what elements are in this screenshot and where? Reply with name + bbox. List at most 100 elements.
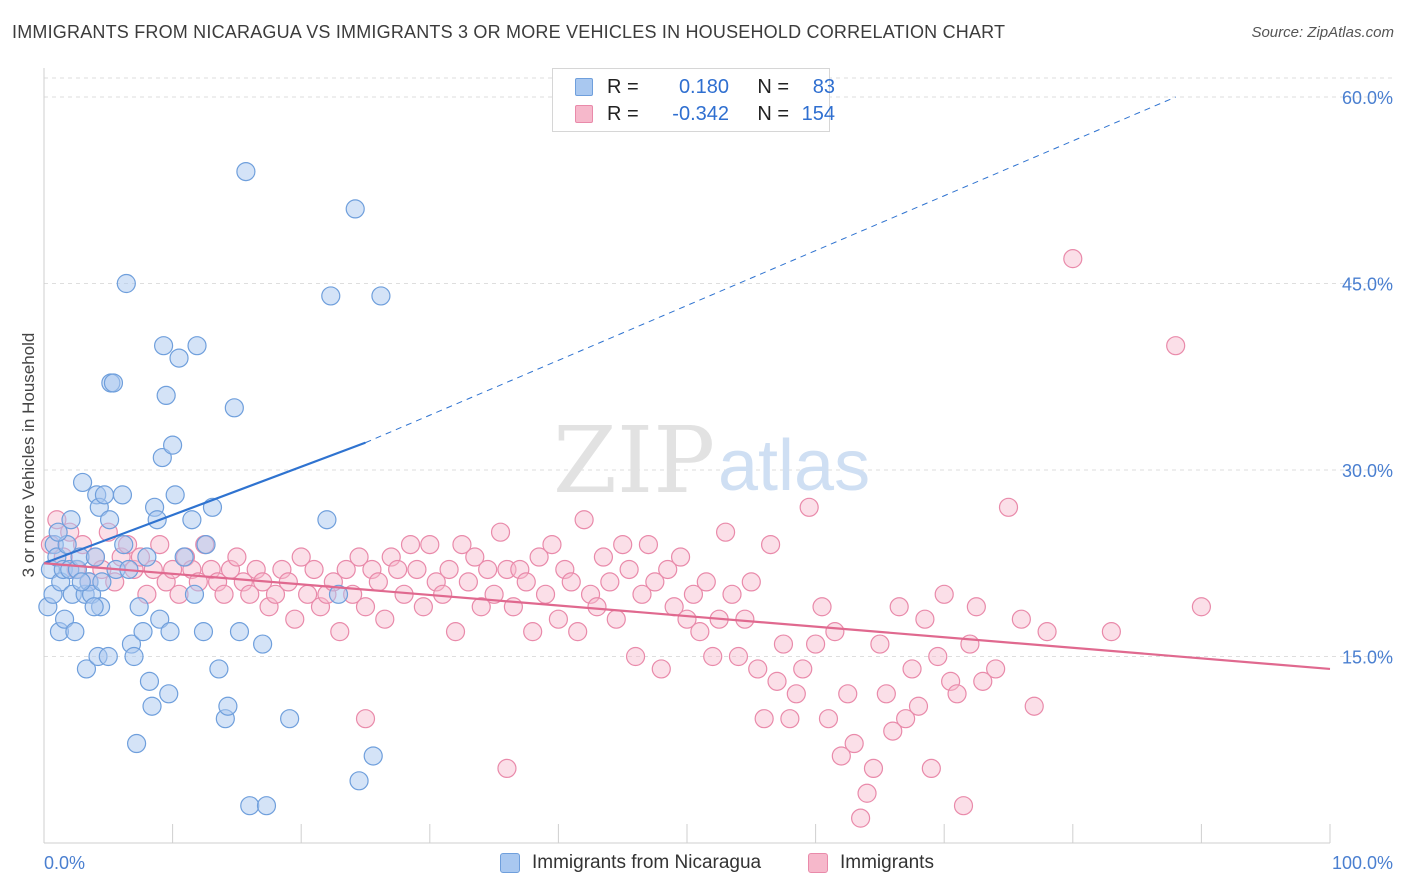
immigrants-point bbox=[214, 584, 234, 604]
immigrants-point bbox=[388, 559, 408, 580]
immigrants-point bbox=[741, 572, 761, 592]
x-tick-label: 0.0% bbox=[44, 853, 85, 873]
immigrants-point bbox=[600, 572, 620, 592]
immigrants-point bbox=[645, 572, 665, 592]
immigrants-point bbox=[915, 609, 935, 629]
immigrants-point bbox=[291, 547, 311, 567]
immigrants-point bbox=[883, 721, 903, 741]
bottom-legend-immigrants: Immigrants bbox=[808, 852, 934, 874]
immigrants-point bbox=[381, 547, 401, 567]
nicaragua-point bbox=[280, 709, 300, 729]
trend-lines bbox=[43, 96, 1331, 671]
nicaragua-point bbox=[137, 547, 157, 567]
chart-title: IMMIGRANTS FROM NICARAGUA VS IMMIGRANTS … bbox=[12, 22, 1006, 42]
bottom-legend-swatch-blue bbox=[500, 853, 520, 873]
nicaragua-point bbox=[240, 796, 260, 816]
immigrants-point bbox=[516, 572, 536, 592]
immigrants-point bbox=[851, 808, 871, 828]
immigrants-point bbox=[150, 534, 170, 555]
nicaragua-point bbox=[187, 336, 207, 356]
nicaragua-point bbox=[321, 286, 341, 306]
immigrants-point bbox=[375, 609, 395, 629]
immigrants-point bbox=[240, 584, 260, 604]
immigrants-point bbox=[870, 634, 890, 654]
immigrants-point bbox=[857, 783, 877, 803]
immigrants-point bbox=[928, 646, 948, 667]
immigrants-point bbox=[407, 559, 427, 580]
nicaragua-point bbox=[317, 510, 337, 530]
immigrants-point bbox=[793, 659, 813, 679]
y-tick-label: 45.0% bbox=[1342, 275, 1393, 295]
nicaragua-point bbox=[156, 385, 176, 405]
immigrants-point bbox=[201, 559, 221, 580]
immigrants-point bbox=[902, 659, 922, 679]
immigrants-point bbox=[580, 584, 601, 604]
immigrants-point bbox=[1037, 622, 1057, 642]
immigrants-point bbox=[227, 547, 247, 567]
legend-row-nicaragua: R = 0.180 N = 83 bbox=[575, 74, 835, 100]
nicaragua-point bbox=[76, 659, 97, 679]
immigrants-point bbox=[812, 597, 832, 617]
immigrants-point bbox=[355, 597, 376, 617]
immigrants-point bbox=[400, 534, 421, 555]
immigrants-point bbox=[413, 597, 433, 617]
nicaragua-point bbox=[209, 659, 229, 679]
nicaragua-point bbox=[54, 609, 75, 629]
nicaragua-point bbox=[159, 684, 179, 704]
immigrants-point bbox=[490, 522, 511, 542]
bottom-legend-label: Immigrants bbox=[840, 852, 934, 873]
immigrants-point bbox=[863, 758, 884, 779]
nicaragua-point bbox=[139, 671, 160, 691]
immigrants-point bbox=[638, 534, 659, 555]
nicaragua-point bbox=[236, 162, 256, 182]
nicaragua-point bbox=[114, 534, 134, 555]
immigrants-point bbox=[310, 597, 331, 617]
immigrants-point bbox=[722, 584, 742, 604]
nicaragua-point bbox=[174, 547, 194, 567]
nicaragua-point bbox=[363, 746, 383, 766]
immigrants-trend-line bbox=[43, 562, 1331, 671]
immigrants-point bbox=[831, 746, 851, 766]
immigrants-point bbox=[606, 609, 626, 629]
x-tick-label: 100.0% bbox=[1332, 853, 1393, 873]
immigrants-point bbox=[838, 684, 858, 704]
immigrants-point bbox=[953, 796, 974, 816]
nicaragua-point bbox=[328, 584, 349, 604]
immigrants-point bbox=[934, 584, 954, 604]
legend-n-value: 154 bbox=[801, 102, 835, 125]
nicaragua-point bbox=[152, 447, 172, 468]
immigrants-point bbox=[908, 696, 929, 716]
immigrants-point bbox=[497, 758, 517, 779]
immigrants-point bbox=[632, 584, 652, 604]
nicaragua-point bbox=[112, 485, 133, 505]
immigrants-point bbox=[651, 659, 671, 679]
nicaragua-point bbox=[92, 572, 112, 592]
immigrants-point bbox=[548, 609, 569, 629]
nicaragua-point bbox=[142, 696, 162, 716]
immigrants-point bbox=[568, 622, 588, 642]
immigrants-point bbox=[439, 559, 459, 580]
immigrants-point bbox=[1063, 249, 1083, 269]
legend-r-value: -0.342 bbox=[672, 102, 729, 125]
legend-swatch-blue bbox=[575, 78, 593, 96]
nicaragua-point bbox=[224, 398, 244, 418]
nicaragua-point bbox=[99, 510, 120, 530]
immigrants-point bbox=[478, 559, 498, 580]
nicaragua-point bbox=[116, 273, 136, 294]
immigrants-point bbox=[420, 534, 440, 555]
y-axis-label: 3 or more Vehicles in Household bbox=[19, 333, 38, 578]
nicaragua-point bbox=[182, 510, 202, 530]
bottom-legend-nicaragua: Immigrants from Nicaragua bbox=[500, 852, 761, 874]
nicaragua-point bbox=[126, 733, 147, 754]
immigrants-point bbox=[896, 709, 916, 729]
nicaragua-trend-line bbox=[43, 441, 366, 565]
immigrants-point bbox=[889, 597, 909, 617]
immigrants-point bbox=[748, 659, 768, 679]
immigrants-point bbox=[246, 559, 266, 580]
nicaragua-point bbox=[165, 485, 185, 505]
immigrants-point bbox=[336, 559, 356, 580]
immigrants-point bbox=[362, 559, 382, 580]
watermark-zip: ZIP bbox=[553, 407, 715, 514]
tick-labels: 15.0% 30.0% 45.0% 60.0% 0.0% 100.0% bbox=[44, 88, 1393, 873]
